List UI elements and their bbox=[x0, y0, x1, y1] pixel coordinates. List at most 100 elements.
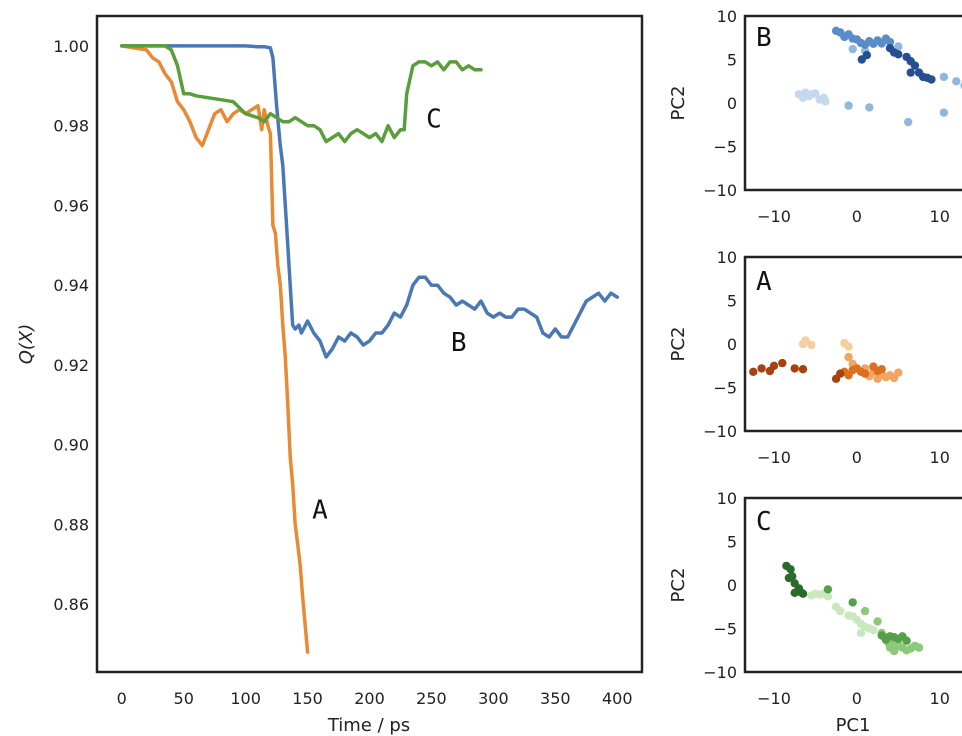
main-y-tick-label: 0.98 bbox=[53, 117, 89, 136]
scatter-point bbox=[904, 117, 913, 127]
scatter-point bbox=[821, 97, 830, 106]
scatter-y-tick-label: 10 bbox=[717, 248, 737, 267]
panel-c-x-axis-label: PC1 bbox=[836, 715, 871, 736]
panel-a-y-axis-label: PC2 bbox=[668, 327, 689, 362]
main-x-tick-label: 300 bbox=[478, 689, 509, 708]
scatter-point bbox=[885, 37, 895, 47]
scatter-point bbox=[844, 101, 853, 110]
series-line bbox=[120, 44, 310, 654]
panel-c-frame bbox=[743, 496, 962, 674]
panel-b-ticks: −10 −5 0 5 10 −10 0 10 bbox=[703, 7, 950, 226]
scatter-point bbox=[769, 361, 779, 370]
scatter-point bbox=[873, 617, 882, 626]
main-x-tick-label: 0 bbox=[117, 689, 127, 708]
scatter-point bbox=[749, 367, 758, 376]
panel-b-label: B bbox=[756, 23, 772, 53]
panel-a-ticks: −10 −5 0 5 10 −10 0 10 bbox=[703, 248, 950, 467]
main-plot-frame bbox=[95, 14, 644, 674]
scatter-point bbox=[823, 585, 833, 594]
scatter-point bbox=[902, 636, 911, 645]
scatter-point bbox=[906, 68, 915, 77]
main-x-tick-label: 350 bbox=[540, 689, 571, 708]
scatter-point bbox=[939, 108, 949, 117]
scatter-panel-b: −10 −5 0 5 10 −10 0 10 B PC2 bbox=[668, 7, 962, 226]
scatter-point bbox=[790, 364, 799, 373]
scatter-point bbox=[889, 373, 899, 383]
main-y-tick-label: 0.88 bbox=[53, 515, 89, 534]
main-x-tick-label: 400 bbox=[602, 689, 633, 708]
series-line bbox=[120, 44, 619, 359]
scatter-point bbox=[865, 103, 874, 112]
scatter-point bbox=[939, 72, 949, 82]
panel-a-frame bbox=[743, 255, 962, 433]
scatter-point bbox=[914, 643, 924, 652]
scatter-point bbox=[848, 44, 857, 54]
scatter-point bbox=[798, 589, 808, 598]
scatter-point bbox=[873, 374, 882, 383]
scatter-panel-c: −10 −5 0 5 10 −10 0 10 C PC2 PC1 bbox=[668, 489, 962, 736]
main-x-tick-label: 100 bbox=[230, 689, 261, 708]
main-y-tick-label: 0.90 bbox=[53, 436, 89, 455]
panel-b-points bbox=[794, 26, 962, 127]
scatter-y-tick-label: 5 bbox=[727, 51, 737, 70]
scatter-point bbox=[801, 336, 810, 345]
scatter-x-tick-label: 0 bbox=[852, 207, 862, 226]
main-y-axis-label: Q(X) bbox=[16, 324, 37, 365]
scatter-y-tick-label: −10 bbox=[703, 663, 737, 682]
scatter-point bbox=[844, 342, 853, 351]
scatter-y-tick-label: −5 bbox=[713, 379, 737, 398]
main-y-tick-label: 0.86 bbox=[53, 595, 89, 614]
scatter-point bbox=[848, 598, 857, 607]
scatter-point bbox=[862, 50, 871, 60]
scatter-point bbox=[798, 365, 808, 374]
scatter-x-tick-label: 0 bbox=[852, 689, 862, 708]
series-annotation: B bbox=[451, 328, 467, 358]
scatter-point bbox=[811, 89, 820, 98]
panel-b-y-axis-label: PC2 bbox=[668, 86, 689, 121]
scatter-y-tick-label: 0 bbox=[727, 576, 737, 595]
main-y-tick-label: 0.94 bbox=[53, 276, 89, 295]
scatter-y-tick-label: 5 bbox=[727, 533, 737, 552]
scatter-point bbox=[790, 588, 799, 597]
scatter-x-tick-label: 10 bbox=[930, 448, 950, 467]
scatter-y-tick-label: 0 bbox=[727, 335, 737, 354]
main-y-ticks: 0.86 0.88 0.90 0.92 0.94 0.96 0.98 1.00 bbox=[53, 37, 89, 614]
main-y-tick-label: 0.92 bbox=[53, 356, 89, 375]
scatter-panel-a: −10 −5 0 5 10 −10 0 10 A PC2 bbox=[668, 248, 962, 467]
panel-c-label: C bbox=[756, 507, 772, 537]
main-y-tick-label: 1.00 bbox=[53, 37, 89, 56]
main-series-lines bbox=[120, 44, 619, 654]
scatter-point bbox=[894, 50, 903, 59]
main-x-tick-label: 200 bbox=[354, 689, 385, 708]
series-line bbox=[120, 44, 483, 144]
scatter-point bbox=[952, 77, 961, 86]
scatter-y-tick-label: −10 bbox=[703, 181, 737, 200]
scatter-point bbox=[856, 628, 866, 638]
scatter-x-tick-label: −10 bbox=[757, 689, 791, 708]
main-annotations: C B A bbox=[312, 105, 466, 526]
main-x-tick-label: 50 bbox=[174, 689, 194, 708]
main-x-axis-label: Time / ps bbox=[327, 715, 410, 736]
main-x-tick-label: 250 bbox=[416, 689, 447, 708]
scatter-point bbox=[836, 369, 845, 378]
scatter-point bbox=[757, 364, 766, 373]
scatter-point bbox=[889, 646, 899, 656]
scatter-x-tick-label: −10 bbox=[757, 207, 791, 226]
panel-c-ticks: −10 −5 0 5 10 −10 0 10 bbox=[703, 489, 950, 708]
scatter-x-tick-label: 10 bbox=[930, 207, 950, 226]
scatter-point bbox=[881, 372, 891, 382]
scatter-point bbox=[910, 61, 920, 70]
scatter-y-tick-label: 10 bbox=[717, 7, 737, 26]
scatter-point bbox=[823, 592, 833, 601]
scatter-y-tick-label: 10 bbox=[717, 489, 737, 508]
scatter-point bbox=[788, 572, 797, 581]
series-annotation: C bbox=[426, 105, 442, 135]
main-line-chart: 0.86 0.88 0.90 0.92 0.94 0.96 0.98 1.00 0 50 100 1… bbox=[16, 14, 644, 736]
scatter-point bbox=[860, 369, 870, 378]
scatter-y-tick-label: −10 bbox=[703, 422, 737, 441]
scatter-point bbox=[807, 340, 816, 350]
main-x-tick-label: 150 bbox=[292, 689, 323, 708]
scatter-point bbox=[786, 565, 795, 574]
scatter-x-tick-label: 10 bbox=[930, 689, 950, 708]
